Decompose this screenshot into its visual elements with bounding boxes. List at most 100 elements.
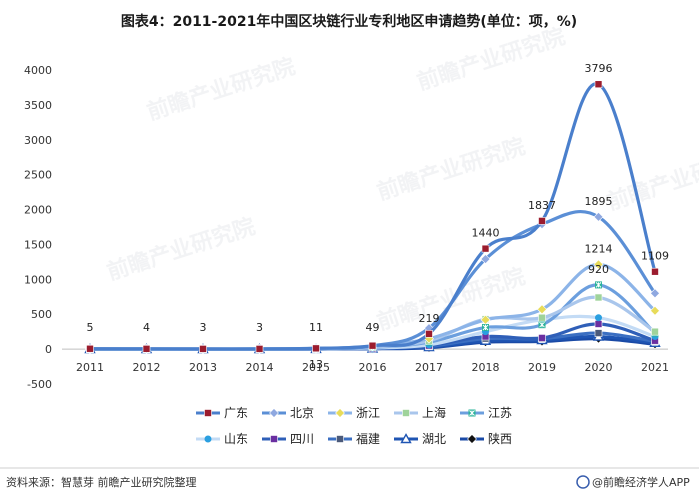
data-point	[425, 330, 433, 338]
legend-label: 北京	[290, 406, 314, 420]
data-label: 49	[366, 321, 380, 334]
data-point	[538, 313, 546, 322]
data-labels-layer: 5 4 3 3 11 49 219 1440 1837 3796 1109 13 1895 1214 920	[87, 62, 670, 371]
x-tick-label: 2018	[472, 361, 500, 374]
data-label: 1895	[585, 195, 613, 208]
data-label: 1214	[585, 242, 613, 255]
watermark-text: 前瞻产业研究院	[374, 133, 529, 205]
data-point	[312, 344, 320, 353]
legend-label: 陕西	[488, 431, 512, 446]
legend-label: 湖北	[422, 431, 446, 446]
watermark-text: 前瞻产业研究院	[104, 213, 259, 285]
data-point	[650, 288, 660, 299]
legend-marker	[204, 409, 212, 417]
data-label: 1109	[641, 250, 669, 263]
legend-marker	[402, 409, 410, 417]
data-point	[594, 329, 603, 337]
data-label: 3	[256, 321, 263, 334]
y-tick-label: 2500	[24, 169, 52, 182]
data-point	[594, 80, 603, 89]
data-point	[538, 321, 546, 329]
watermark-text: 前瞻产业研究院	[604, 143, 699, 215]
series-line	[88, 82, 657, 351]
data-label: 3	[200, 321, 207, 334]
data-point	[538, 217, 546, 225]
source-note: 资料来源：智慧芽 前瞻产业研究院整理	[6, 475, 197, 489]
legend-marker	[270, 435, 278, 443]
legend-item-广东: 广东	[196, 406, 248, 420]
data-point	[595, 314, 602, 322]
series-广东	[86, 80, 659, 353]
watermark-text: 前瞻产业研究院	[374, 263, 529, 335]
legend-marker	[468, 409, 476, 417]
data-point	[142, 345, 151, 353]
y-tick-label: 3500	[24, 99, 52, 112]
data-point	[593, 211, 604, 222]
x-tick-label: 2016	[359, 361, 387, 374]
y-axis: -500 0 500 1000 1500 2000 2500 3000 3500 4000	[24, 64, 52, 391]
data-point	[651, 327, 659, 336]
logo-icon	[576, 475, 590, 489]
x-axis: 2011 2012 2013 2014 2015 2016 2017 2018 2019 2020…	[62, 348, 669, 374]
legend-item-福建: 福建	[328, 431, 380, 446]
legend-item-上海: 上海	[394, 405, 446, 420]
data-label: 219	[419, 312, 440, 325]
legend-label: 江苏	[488, 406, 512, 420]
data-point	[650, 305, 660, 316]
x-tick-label: 2020	[585, 361, 613, 374]
credit-text: @前瞻经济学人APP	[592, 475, 690, 489]
data-label: 3796	[585, 62, 613, 75]
data-point	[593, 259, 604, 270]
watermark-text: 前瞻产业研究院	[144, 53, 299, 125]
data-point	[482, 323, 489, 331]
legend-marker	[335, 408, 345, 418]
x-tick-label: 2019	[528, 361, 556, 374]
x-tick-label: 2014	[246, 361, 274, 374]
chart-title: 图表4：2011-2021年中国区块链行业专利地区申请趋势(单位：项，%)	[121, 13, 577, 30]
y-tick-label: 2000	[24, 204, 52, 217]
x-tick-label: 2017	[415, 361, 443, 374]
y-tick-label: 0	[45, 343, 52, 356]
legend-label: 山东	[224, 432, 248, 446]
data-label: 5	[87, 321, 94, 334]
data-point	[368, 341, 377, 350]
legend-label: 浙江	[356, 406, 380, 420]
x-tick-label: 2021	[641, 361, 669, 374]
y-tick-label: 500	[31, 308, 52, 321]
data-point	[481, 244, 490, 253]
legend-label: 四川	[290, 432, 314, 446]
data-point	[86, 344, 94, 353]
legend-marker	[269, 408, 279, 418]
legend-marker	[400, 433, 412, 444]
legend-marker	[467, 434, 477, 444]
legend-item-浙江: 浙江	[328, 406, 380, 420]
legend-item-湖北: 湖北	[394, 431, 446, 446]
legend-label: 福建	[356, 431, 380, 446]
legend-item-江苏: 江苏	[460, 406, 512, 420]
x-tick-label: 2015	[302, 361, 330, 374]
legend-label: 上海	[422, 405, 446, 420]
data-label: 920	[588, 263, 609, 276]
legend-label: 广东	[224, 406, 248, 420]
y-tick-label: 1000	[24, 273, 52, 286]
data-point	[255, 345, 264, 353]
data-point	[199, 345, 207, 353]
data-label: 13	[309, 358, 323, 371]
legend-item-陕西: 陕西	[460, 431, 512, 446]
data-point	[651, 267, 659, 276]
legend-marker	[204, 435, 212, 443]
legend-item-四川: 四川	[262, 432, 314, 446]
y-tick-label: 3000	[24, 134, 52, 147]
x-tick-label: 2012	[133, 361, 161, 374]
data-point	[480, 314, 491, 325]
data-label: 11	[309, 321, 323, 334]
data-label: 1837	[528, 199, 556, 212]
y-tick-label: -500	[27, 378, 52, 391]
data-point	[594, 320, 603, 328]
data-label: 1440	[472, 227, 500, 240]
y-tick-label: 4000	[24, 64, 52, 77]
watermark-text: 前瞻产业研究院	[414, 23, 569, 95]
legend-item-山东: 山东	[196, 432, 248, 446]
